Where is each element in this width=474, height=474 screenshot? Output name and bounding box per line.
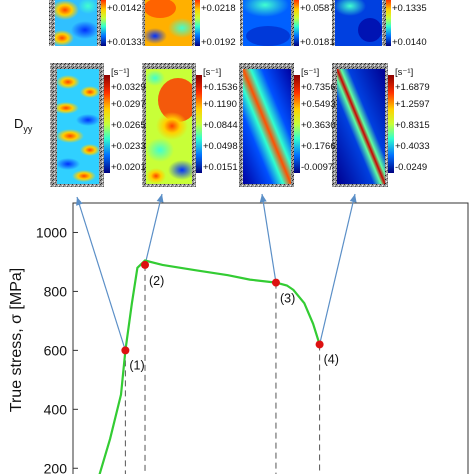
dyy-colorbar-3: [294, 75, 300, 173]
dyy-scale-label: -0.0097: [301, 162, 333, 173]
state-point-label: (3): [280, 292, 295, 306]
dyy-panel-3: [239, 63, 294, 187]
dyy-panel-4: [332, 63, 388, 187]
dyy-unit-4: [s⁻¹]: [395, 67, 413, 78]
dyy-unit-2: [s⁻¹]: [203, 67, 221, 78]
dyy-scale-label: +0.1190: [203, 99, 237, 110]
dyy-scale-label: +0.0297: [111, 99, 146, 110]
top-scale-4-a: +0.1335: [392, 3, 427, 14]
y-axis-label: True stress, σ [MPa]: [8, 268, 25, 412]
dyy-scale-label: +1.2597: [395, 99, 430, 110]
dyy-unit-3: [s⁻¹]: [301, 67, 319, 78]
dyy-scale-label: +0.0265: [111, 120, 146, 131]
y-tick-label: 400: [44, 401, 68, 417]
dyy-unit-1: [s⁻¹]: [111, 67, 129, 78]
panel-arrowhead: [259, 194, 267, 203]
panel-arrow: [76, 196, 126, 351]
state-point: [271, 278, 280, 287]
panel-arrowhead: [156, 194, 164, 203]
top-colorbar-2: [195, 0, 200, 46]
state-point-label: (2): [149, 274, 164, 288]
top-scale-3-b: +0.0181: [300, 37, 335, 48]
dyy-scale-label: +0.7356: [301, 82, 336, 93]
dyy-row-label: Dyy: [14, 116, 33, 134]
top-scale-1-a: +0.0142: [107, 3, 142, 14]
dyy-scale-label: +0.8315: [395, 120, 430, 131]
dyy-scale-label: +0.0498: [203, 141, 238, 152]
dyy-colorbar-4: [388, 75, 394, 173]
dyy-scale-label: +0.1766: [301, 141, 336, 152]
top-scale-2-a: +0.0218: [201, 3, 236, 14]
dyy-colorbar-1: [104, 75, 110, 173]
panel-arrow: [319, 193, 356, 345]
top-scale-4-b: +0.0140: [392, 37, 427, 48]
panel-arrowhead: [349, 194, 357, 203]
panel-arrow: [261, 193, 277, 283]
dyy-scale-label: +0.0844: [203, 120, 238, 131]
top-panel-3: [240, 0, 294, 46]
y-tick-label: 1000: [36, 224, 67, 240]
state-point: [141, 260, 150, 269]
dyy-panel-1: [50, 63, 104, 187]
y-tick-label: 200: [44, 460, 68, 474]
chart-frame: [72, 202, 469, 474]
top-panel-1: [49, 0, 101, 46]
dyy-scale-label: -0.0249: [395, 162, 427, 173]
dyy-scale-label: +1.6879: [395, 82, 430, 93]
dyy-scale-label: +0.4033: [395, 141, 430, 152]
state-point: [121, 346, 130, 355]
top-row-panels: +0.0142 +0.0133 +0.0218 +0.0192 +0.0587 …: [49, 0, 427, 48]
dyy-scale-label: +0.3630: [301, 120, 336, 131]
dyy-colorbar-2: [196, 75, 202, 173]
dyy-panel-2: [142, 63, 196, 187]
y-tick-label: 600: [44, 342, 68, 358]
top-colorbar-4: [386, 0, 391, 46]
dyy-label-main: D: [14, 116, 23, 131]
panel-arrowhead: [76, 197, 83, 206]
dyy-scale-label: +0.0329: [111, 82, 146, 93]
top-scale-3-a: +0.0587: [300, 3, 335, 14]
dyy-scale-label: +0.0151: [203, 162, 238, 173]
dyy-scale-label: +0.0201: [111, 162, 146, 173]
y-tick-label: 800: [44, 283, 68, 299]
top-panel-4: [332, 0, 386, 46]
dyy-scale-label: +0.5493: [301, 99, 336, 110]
top-colorbar-3: [294, 0, 299, 46]
svg-text:Dyy: Dyy: [14, 116, 33, 134]
dyy-scale-label: +0.0233: [111, 141, 146, 152]
stress-strain-curve: [98, 259, 321, 474]
stress-chart: 200 400 600 800 1000 True stress, σ [MPa] (1…: [8, 193, 469, 474]
state-point-label: (4): [324, 352, 339, 366]
top-panel-2: [142, 0, 195, 46]
dyy-label-sub: yy: [23, 124, 33, 134]
top-scale-2-b: +0.0192: [201, 37, 236, 48]
state-point: [315, 340, 324, 349]
dyy-scale-label: +0.1536: [203, 82, 238, 93]
top-scale-1-b: +0.0133: [107, 37, 142, 48]
panel-arrow: [144, 193, 163, 266]
top-colorbar-1: [101, 0, 106, 46]
state-point-label: (1): [129, 358, 144, 372]
